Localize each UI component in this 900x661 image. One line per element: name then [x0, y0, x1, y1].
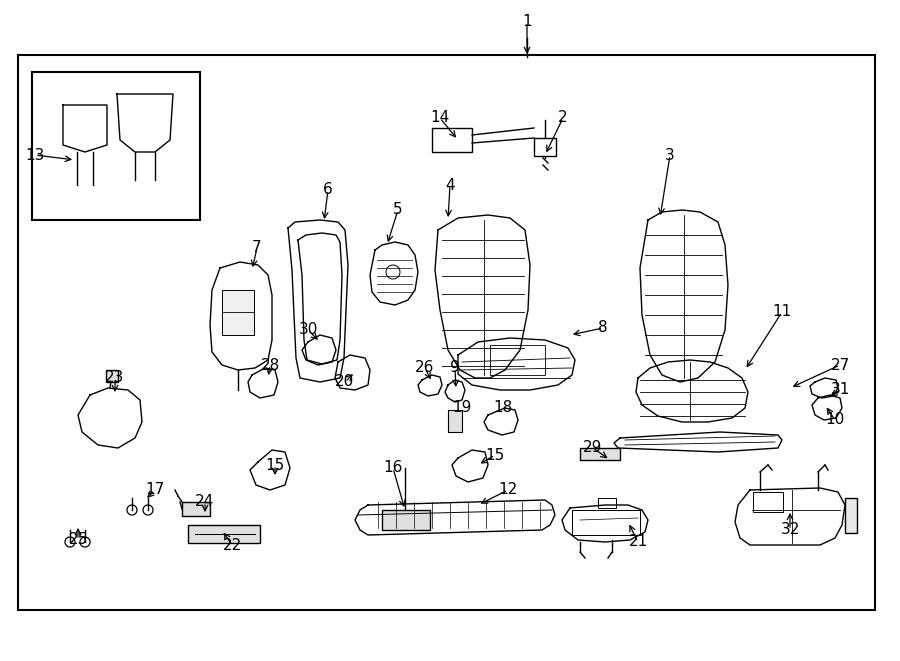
Bar	[32, 72, 200, 220]
Bar	[490, 345, 545, 375]
Polygon shape	[248, 368, 278, 398]
Polygon shape	[614, 432, 782, 452]
Polygon shape	[78, 388, 142, 448]
Polygon shape	[418, 375, 442, 396]
Text: 25: 25	[68, 533, 87, 547]
Text: 15: 15	[266, 457, 284, 473]
Polygon shape	[63, 105, 107, 152]
Text: 3: 3	[665, 147, 675, 163]
Text: 18: 18	[493, 401, 513, 416]
Polygon shape	[812, 395, 842, 420]
Bar	[432, 128, 472, 152]
Polygon shape	[810, 378, 838, 398]
Bar	[598, 498, 616, 508]
Polygon shape	[435, 215, 530, 378]
Polygon shape	[640, 210, 728, 382]
Text: 6: 6	[323, 182, 333, 198]
Polygon shape	[210, 262, 272, 370]
Polygon shape	[562, 505, 648, 542]
Text: 21: 21	[628, 535, 648, 549]
Text: 19: 19	[453, 401, 472, 416]
Bar	[753, 492, 783, 512]
Text: 14: 14	[430, 110, 450, 126]
Text: 13: 13	[25, 147, 45, 163]
Text: 9: 9	[450, 360, 460, 375]
Text: 15: 15	[485, 447, 505, 463]
Text: 12: 12	[499, 483, 517, 498]
Polygon shape	[335, 355, 370, 390]
Bar	[572, 510, 640, 535]
Bar	[845, 498, 857, 533]
Text: 5: 5	[393, 202, 403, 217]
Text: 2: 2	[558, 110, 568, 126]
Bar	[182, 502, 210, 516]
Text: 32: 32	[780, 522, 800, 537]
Text: 31: 31	[831, 383, 850, 397]
Text: 27: 27	[831, 358, 850, 373]
Polygon shape	[445, 380, 465, 402]
Polygon shape	[288, 220, 348, 382]
Text: 20: 20	[336, 375, 355, 389]
Bar	[534, 138, 556, 156]
Polygon shape	[458, 338, 575, 390]
Text: 4: 4	[446, 178, 454, 192]
Bar	[222, 290, 254, 335]
Text: 17: 17	[146, 483, 165, 498]
Polygon shape	[355, 500, 555, 535]
Text: 16: 16	[383, 461, 402, 475]
Polygon shape	[452, 450, 488, 482]
Polygon shape	[250, 450, 290, 490]
Polygon shape	[484, 408, 518, 435]
Text: 24: 24	[195, 494, 214, 510]
Bar	[448, 410, 462, 432]
Polygon shape	[370, 242, 418, 305]
Bar	[382, 510, 430, 530]
Polygon shape	[302, 335, 336, 365]
Text: 11: 11	[772, 305, 792, 319]
Polygon shape	[117, 94, 173, 152]
Text: 1: 1	[522, 15, 532, 30]
Text: 29: 29	[583, 440, 603, 455]
Polygon shape	[735, 488, 845, 545]
Text: 7: 7	[252, 241, 262, 256]
Text: 8: 8	[598, 321, 608, 336]
Polygon shape	[298, 233, 342, 364]
Polygon shape	[636, 360, 748, 422]
Text: 26: 26	[415, 360, 435, 375]
Bar	[580, 448, 620, 460]
Bar	[106, 370, 118, 382]
Bar	[188, 525, 260, 543]
Text: 10: 10	[825, 412, 844, 428]
Text: 23: 23	[105, 371, 125, 385]
Text: 28: 28	[260, 358, 280, 373]
Bar	[18, 55, 875, 610]
Text: 22: 22	[222, 537, 241, 553]
Text: 30: 30	[298, 323, 318, 338]
